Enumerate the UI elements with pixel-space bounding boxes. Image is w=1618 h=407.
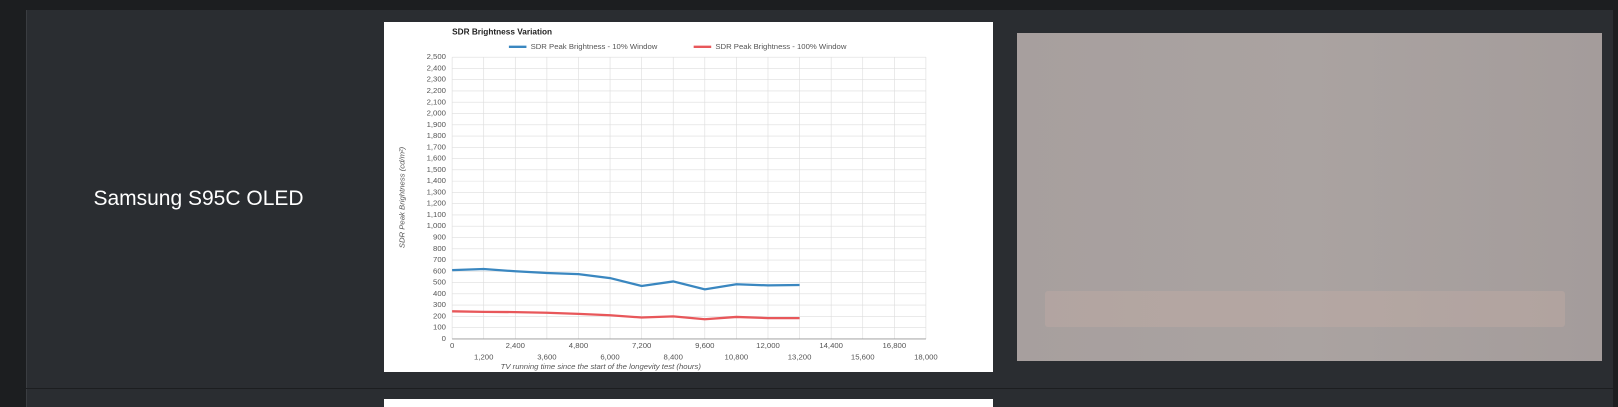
y-tick-label: 2,000 bbox=[427, 109, 446, 118]
y-tick-label: 1,600 bbox=[427, 154, 446, 163]
chart-title: SDR Brightness Variation bbox=[452, 28, 552, 37]
x-tick-label: 3,600 bbox=[537, 353, 556, 362]
y-tick-label: 500 bbox=[433, 278, 446, 287]
chart-image: SDR Brightness Variation TV running time… bbox=[384, 22, 993, 372]
x-tick-label: 12,000 bbox=[756, 341, 780, 350]
x-tick-label: 6,000 bbox=[600, 353, 619, 362]
row-label: Samsung S95C OLED bbox=[93, 187, 304, 210]
y-tick-label: 1,900 bbox=[427, 120, 446, 129]
x-tick-label: 16,800 bbox=[882, 341, 906, 350]
y-tick-label: 1,500 bbox=[427, 165, 446, 174]
x-tick-label: 8,400 bbox=[664, 353, 683, 362]
y-tick-label: 2,200 bbox=[427, 86, 446, 95]
y-tick-label: 900 bbox=[433, 233, 446, 242]
y-axis-label: SDR Peak Brightness (cd/m²) bbox=[398, 146, 407, 248]
y-tick-label: 1,400 bbox=[427, 176, 446, 185]
y-tick-label: 800 bbox=[433, 244, 446, 253]
x-tick-label: 15,600 bbox=[851, 353, 875, 362]
line-series bbox=[452, 310, 800, 321]
y-tick-label: 2,100 bbox=[427, 97, 446, 106]
photo bbox=[1017, 33, 1602, 361]
y-tick-label: 1,700 bbox=[427, 142, 446, 151]
y-tick-label: 600 bbox=[433, 266, 446, 275]
y-tick-label: 300 bbox=[433, 300, 446, 309]
legend-label: SDR Peak Brightness - 10% Window bbox=[531, 42, 658, 51]
photo-detail bbox=[1045, 291, 1565, 327]
y-tick-label: 1,200 bbox=[427, 199, 446, 208]
y-tick-label: 200 bbox=[433, 311, 446, 320]
x-tick-label: 4,800 bbox=[569, 341, 588, 350]
y-tick-label: 1,000 bbox=[427, 221, 446, 230]
x-tick-label: 13,200 bbox=[788, 353, 812, 362]
x-tick-label: 2,400 bbox=[506, 341, 525, 350]
y-tick-label: 1,100 bbox=[427, 210, 446, 219]
x-tick-label: 18,000 bbox=[914, 353, 938, 362]
y-tick-label: 2,500 bbox=[427, 52, 446, 61]
y-tick-label: 400 bbox=[433, 289, 446, 298]
x-tick-label: 14,400 bbox=[819, 341, 843, 350]
line-series bbox=[452, 267, 800, 291]
y-tick-label: 1,800 bbox=[427, 131, 446, 140]
y-tick-label: 100 bbox=[433, 323, 446, 332]
x-tick-label: 9,600 bbox=[695, 341, 714, 350]
chart-image bbox=[384, 399, 993, 407]
y-tick-label: 1,300 bbox=[427, 187, 446, 196]
y-tick-label: 2,300 bbox=[427, 75, 446, 84]
x-tick-label: 10,800 bbox=[725, 353, 749, 362]
chart: SDR Brightness Variation TV running time… bbox=[398, 28, 938, 371]
y-tick-label: 700 bbox=[433, 255, 446, 264]
x-tick-label: 7,200 bbox=[632, 341, 651, 350]
legend-label: SDR Peak Brightness - 100% Window bbox=[715, 42, 847, 51]
y-tick-label: 0 bbox=[442, 334, 446, 343]
x-tick-label: 1,200 bbox=[474, 353, 493, 362]
x-tick-label: 0 bbox=[450, 341, 454, 350]
y-tick-label: 2,400 bbox=[427, 63, 446, 72]
x-axis-label: TV running time since the start of the l… bbox=[501, 362, 702, 371]
